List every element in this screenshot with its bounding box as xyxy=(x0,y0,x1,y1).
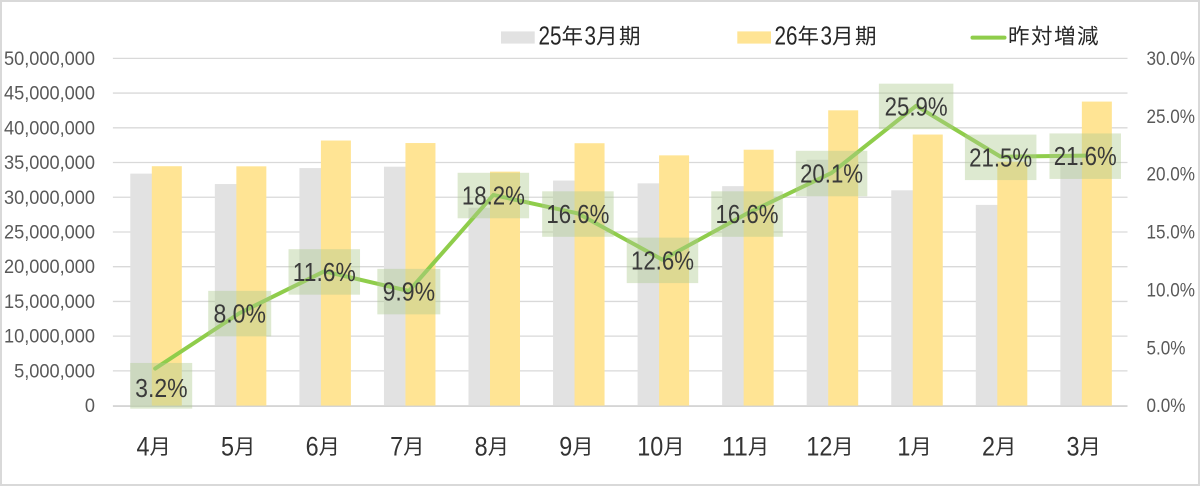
svg-text:45,000,000: 45,000,000 xyxy=(4,84,95,105)
svg-text:10,000,000: 10,000,000 xyxy=(4,327,95,348)
svg-text:3.2%: 3.2% xyxy=(135,373,188,403)
svg-text:6: 6 xyxy=(306,431,319,461)
svg-text:3: 3 xyxy=(585,22,597,50)
svg-text:5.0%: 5.0% xyxy=(1147,338,1186,359)
svg-text:11.6%: 11.6% xyxy=(293,257,356,287)
svg-text:5,000,000: 5,000,000 xyxy=(14,361,95,382)
svg-text:35,000,000: 35,000,000 xyxy=(4,153,95,174)
svg-text:12: 12 xyxy=(806,431,832,461)
svg-text:12.6%: 12.6% xyxy=(631,245,694,275)
svg-text:7: 7 xyxy=(390,431,403,461)
svg-text:25.9%: 25.9% xyxy=(885,91,948,121)
svg-text:50,000,000: 50,000,000 xyxy=(4,49,95,70)
svg-text:16.6%: 16.6% xyxy=(716,199,779,229)
svg-text:15,000,000: 15,000,000 xyxy=(4,292,95,313)
svg-text:25,000,000: 25,000,000 xyxy=(4,223,95,244)
svg-text:20.1%: 20.1% xyxy=(800,158,863,188)
svg-text:1: 1 xyxy=(897,431,910,461)
svg-text:0.0%: 0.0% xyxy=(1147,396,1186,417)
svg-text:3: 3 xyxy=(821,22,833,50)
svg-text:20.0%: 20.0% xyxy=(1147,165,1196,186)
svg-text:8.0%: 8.0% xyxy=(213,299,266,329)
svg-text:25.0%: 25.0% xyxy=(1147,107,1196,128)
svg-text:20,000,000: 20,000,000 xyxy=(4,257,95,278)
svg-text:16.6%: 16.6% xyxy=(546,199,609,229)
svg-text:9: 9 xyxy=(559,431,572,461)
svg-text:10: 10 xyxy=(637,431,663,461)
svg-text:15.0%: 15.0% xyxy=(1147,223,1196,244)
svg-text:4: 4 xyxy=(136,431,149,461)
svg-text:26: 26 xyxy=(775,22,798,50)
svg-text:11: 11 xyxy=(722,431,748,461)
svg-text:8: 8 xyxy=(475,431,488,461)
svg-text:5: 5 xyxy=(221,431,234,461)
svg-text:2: 2 xyxy=(982,431,995,461)
svg-text:40,000,000: 40,000,000 xyxy=(4,118,95,139)
svg-text:25: 25 xyxy=(539,22,562,50)
svg-text:18.2%: 18.2% xyxy=(462,180,525,210)
svg-text:0: 0 xyxy=(85,396,95,417)
svg-text:3: 3 xyxy=(1067,431,1080,461)
svg-text:21.6%: 21.6% xyxy=(1054,141,1117,171)
svg-text:30,000,000: 30,000,000 xyxy=(4,188,95,209)
svg-text:30.0%: 30.0% xyxy=(1147,49,1196,70)
svg-text:21.5%: 21.5% xyxy=(969,142,1032,172)
svg-text:9.9%: 9.9% xyxy=(383,277,436,307)
svg-text:10.0%: 10.0% xyxy=(1147,280,1196,301)
